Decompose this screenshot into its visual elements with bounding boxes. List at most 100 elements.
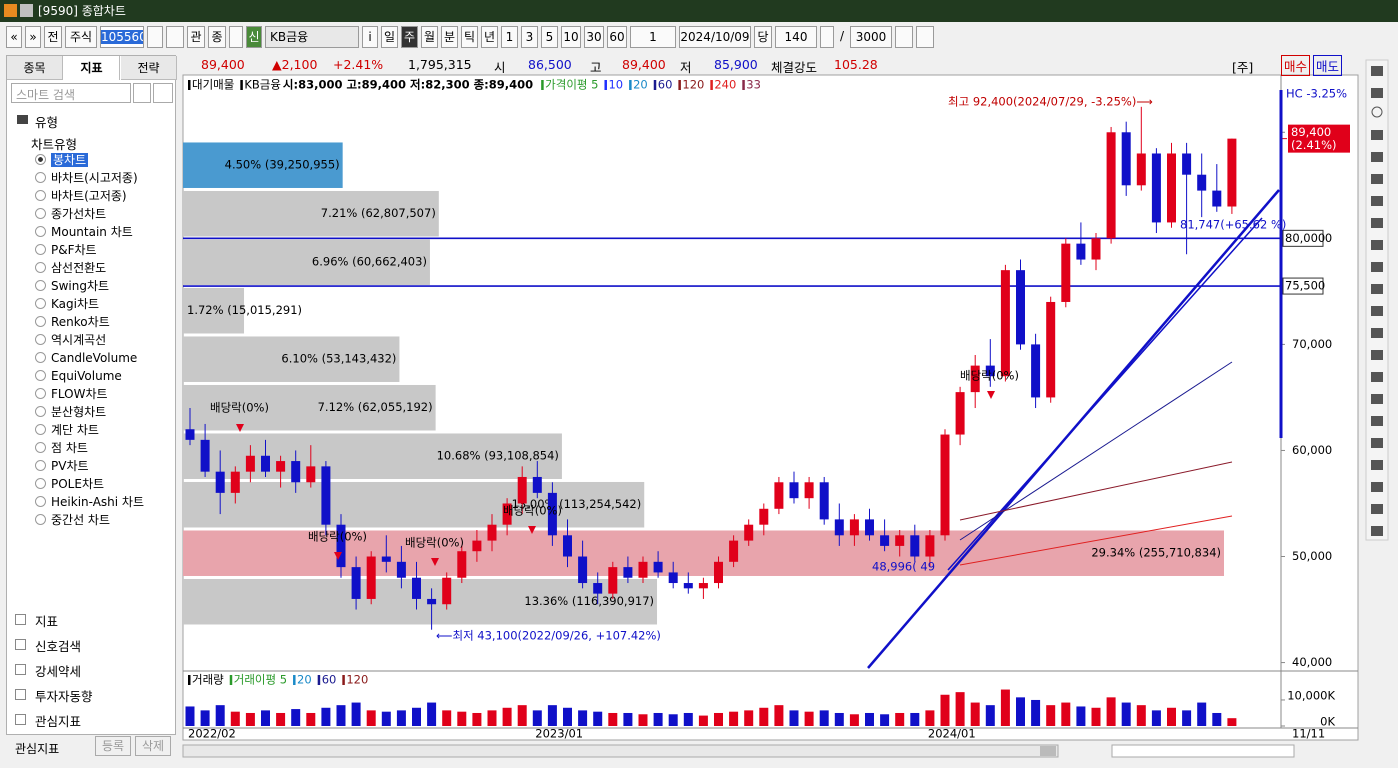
toolbar-button[interactable]: 월 — [421, 26, 438, 48]
radio[interactable] — [35, 262, 46, 273]
scroll-thumb[interactable] — [1040, 746, 1056, 756]
candle-body — [336, 524, 346, 568]
chart-type[interactable]: 바차트(고저종) — [35, 187, 127, 205]
radio[interactable] — [35, 424, 46, 435]
toolbar-button[interactable]: 2024/10/09 — [679, 26, 751, 48]
chart-type[interactable]: FLOW차트 — [35, 385, 108, 403]
toolbar-button[interactable]: 틱 — [461, 26, 478, 48]
footer-button[interactable]: 등록 — [95, 736, 131, 756]
search-button[interactable] — [153, 83, 173, 103]
section[interactable]: 관심지표 — [15, 711, 81, 730]
radio[interactable] — [35, 496, 46, 507]
radio[interactable] — [35, 514, 46, 525]
radio[interactable] — [35, 478, 46, 489]
toolbar-button[interactable]: 분 — [441, 26, 458, 48]
toolbar-button[interactable]: 1 — [501, 26, 518, 48]
toolbar-button[interactable]: 30 — [584, 26, 604, 48]
radio[interactable] — [35, 316, 46, 327]
radio[interactable] — [35, 298, 46, 309]
toolbar-button[interactable]: 3000 — [850, 26, 892, 48]
chart-type[interactable]: Mountain 차트 — [35, 223, 133, 241]
toolbar-button[interactable]: 신 — [246, 26, 262, 48]
toolbar-button[interactable]: 105560 — [100, 26, 144, 48]
footer-button[interactable]: 삭제 — [135, 736, 171, 756]
chart-type[interactable]: POLE차트 — [35, 475, 104, 493]
tab[interactable]: 전략 — [121, 56, 177, 80]
radio[interactable] — [35, 226, 46, 237]
toolbar-button[interactable]: 종 — [208, 26, 226, 48]
toolbar-button[interactable] — [895, 26, 913, 48]
toolbar-button[interactable]: 일 — [381, 26, 398, 48]
section[interactable]: 투자자동향 — [15, 686, 93, 705]
radio[interactable] — [35, 154, 46, 165]
chart-type[interactable]: P&F차트 — [35, 241, 97, 259]
toolbar-button[interactable] — [820, 26, 834, 48]
radio[interactable] — [35, 352, 46, 363]
toolbar-button[interactable]: KB금융 — [265, 26, 359, 48]
chart-type[interactable]: 종가선차트 — [35, 205, 106, 223]
chart-type[interactable]: CandleVolume — [35, 349, 137, 367]
section[interactable]: 신호검색 — [15, 636, 81, 655]
toolbar-button[interactable]: 년 — [481, 26, 498, 48]
tab[interactable]: 종목 — [7, 56, 63, 80]
chart-type[interactable]: 바차트(시고저종) — [35, 169, 138, 187]
toolbar-button[interactable] — [229, 26, 243, 48]
chart-type[interactable]: 역시계곡선 — [35, 331, 106, 349]
radio[interactable] — [35, 334, 46, 345]
chart-type[interactable]: 봉차트 — [35, 151, 89, 169]
toolbar-button[interactable]: 관 — [187, 26, 205, 48]
radio[interactable] — [35, 460, 46, 471]
toolbar-button[interactable]: 주식 — [65, 26, 97, 48]
radio[interactable] — [35, 388, 46, 399]
radio[interactable] — [35, 244, 46, 255]
toolbar-button[interactable] — [166, 26, 184, 48]
search-box[interactable]: 스마트 검색 — [11, 83, 131, 103]
toolbar-button[interactable] — [916, 26, 934, 48]
chart-type[interactable]: Swing차트 — [35, 277, 109, 295]
tab[interactable]: 지표 — [64, 56, 120, 80]
chart-type[interactable]: 분산형차트 — [35, 403, 106, 421]
toolbar-button[interactable] — [147, 26, 163, 48]
toolbar-button[interactable]: 10 — [561, 26, 581, 48]
toolbar-button[interactable]: » — [25, 26, 41, 48]
chart-type[interactable]: 중간선 차트 — [35, 511, 110, 529]
radio[interactable] — [35, 190, 46, 201]
section[interactable]: 지표 — [15, 611, 58, 630]
sell-button[interactable]: 매도 — [1313, 55, 1343, 76]
toolbar-button[interactable]: 전 — [44, 26, 62, 48]
toolbar-button[interactable]: 당 — [754, 26, 772, 48]
toolbar-button[interactable]: 60 — [607, 26, 627, 48]
chart-type[interactable]: Kagi차트 — [35, 295, 99, 313]
chart-type[interactable]: Heikin-Ashi 차트 — [35, 493, 144, 511]
radio[interactable] — [35, 406, 46, 417]
toolbar-button[interactable]: « — [6, 26, 22, 48]
section[interactable]: 강세약세 — [15, 661, 81, 680]
radio[interactable] — [35, 442, 46, 453]
zoom-slider[interactable] — [1111, 744, 1295, 758]
toolbar-button[interactable]: 주 — [401, 26, 418, 48]
toolbar-button[interactable]: 5 — [541, 26, 558, 48]
volume-bar — [1031, 699, 1041, 726]
volume-bar — [578, 710, 588, 726]
radio[interactable] — [35, 370, 46, 381]
chart-type[interactable]: 점 차트 — [35, 439, 88, 457]
toolbar-button[interactable]: i — [362, 26, 378, 48]
toolbar-button[interactable]: 3 — [521, 26, 538, 48]
toolbar-button[interactable]: / — [839, 29, 845, 43]
buy-button[interactable]: 매수 — [1281, 55, 1311, 76]
expand-icon — [15, 664, 26, 675]
search-dropdown[interactable] — [133, 83, 151, 103]
candle-body — [306, 466, 316, 483]
radio[interactable] — [35, 208, 46, 219]
chart-type[interactable]: PV차트 — [35, 457, 89, 475]
chart-type[interactable]: 삼선전환도 — [35, 259, 106, 277]
scrollbar[interactable] — [182, 744, 1059, 758]
toolbar-button[interactable]: 1 — [630, 26, 676, 48]
radio[interactable] — [35, 172, 46, 183]
chart-type[interactable]: Renko차트 — [35, 313, 110, 331]
chart-type[interactable]: EquiVolume — [35, 367, 122, 385]
chart-type[interactable]: 계단 차트 — [35, 421, 99, 439]
toolbar-button[interactable]: 140 — [775, 26, 817, 48]
radio[interactable] — [35, 280, 46, 291]
h-line-label: 80,000 — [1285, 231, 1325, 245]
